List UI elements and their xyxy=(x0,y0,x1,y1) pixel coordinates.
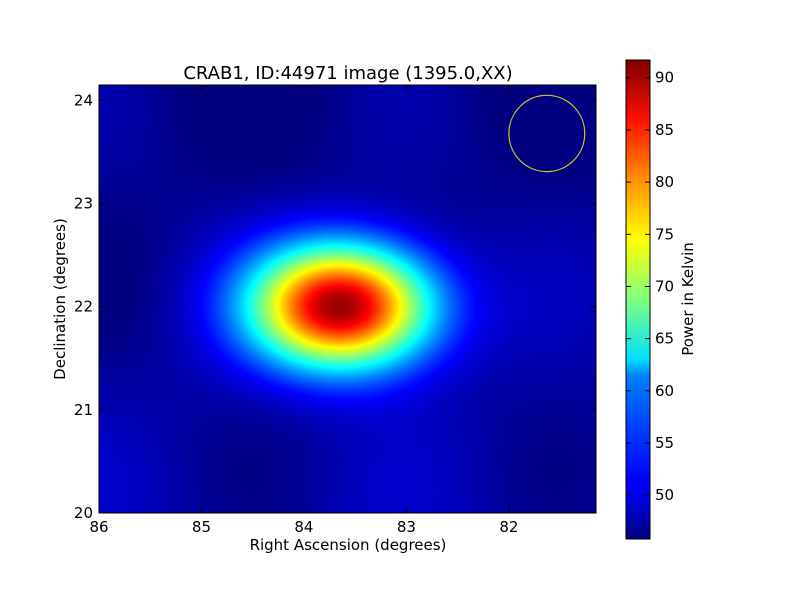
colorbar-tick-label: 80 xyxy=(655,173,674,191)
colorbar-tick-label: 70 xyxy=(655,277,674,295)
colorbar-tick-label: 75 xyxy=(655,225,674,243)
colorbar-tick-label: 65 xyxy=(655,330,674,348)
colorbar xyxy=(625,59,651,540)
chart-title: CRAB1, ID:44971 image (1395.0,XX) xyxy=(183,63,512,84)
y-tick-label: 21 xyxy=(74,401,93,419)
y-axis: 20 21 22 23 24 xyxy=(74,91,596,522)
y-tick-label: 24 xyxy=(74,91,93,109)
x-axis: 86 85 84 83 82 xyxy=(89,85,518,536)
x-tick-label: 86 xyxy=(89,518,108,536)
colorbar-tick-label: 50 xyxy=(655,486,674,504)
y-tick-label: 22 xyxy=(74,298,93,316)
heatmap-image xyxy=(99,85,596,513)
x-tick-label: 83 xyxy=(397,518,416,536)
x-axis-label: Right Ascension (degrees) xyxy=(250,536,447,554)
colorbar-tick-label: 90 xyxy=(655,69,674,87)
x-tick-label: 84 xyxy=(294,518,313,536)
x-tick-label: 85 xyxy=(192,518,211,536)
colorbar-tick-label: 55 xyxy=(655,434,674,452)
beam-circle xyxy=(508,94,586,173)
colorbar-tick-label: 85 xyxy=(655,121,674,139)
y-tick-label: 20 xyxy=(74,504,93,522)
colorbar-tick-label: 60 xyxy=(655,382,674,400)
plot-overlay xyxy=(508,94,586,173)
y-tick-label: 23 xyxy=(74,195,93,213)
x-tick-label: 82 xyxy=(499,518,518,536)
heatmap-image-wrap xyxy=(99,85,596,513)
y-axis-label: Declination (degrees) xyxy=(51,218,69,380)
colorbar-label: Power in Kelvin xyxy=(679,242,697,356)
plot-frame xyxy=(98,84,597,514)
colorbar-ticks: 50 55 60 65 70 75 80 85 90 xyxy=(626,69,674,504)
